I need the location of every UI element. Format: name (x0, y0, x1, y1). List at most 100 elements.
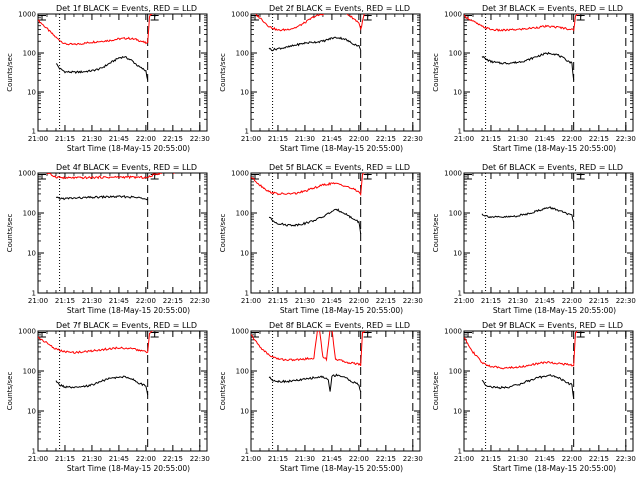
y-tick-label: 10 (453, 408, 462, 416)
y-tick-label: 1 (245, 290, 249, 298)
x-tick-label: 22:30 (190, 135, 210, 143)
x-tick-label: 22:30 (403, 135, 423, 143)
panel-title: Det 6f BLACK = Events, RED = LLD (482, 163, 623, 172)
panel-det-9: Det 9f BLACK = Events, RED = LLD Counts/s… (432, 321, 636, 473)
x-tick-label: 21:00 (28, 135, 48, 143)
x-axis-label: Start Time (18-May-15 20:55:00) (67, 144, 190, 153)
interval-marker (150, 332, 159, 338)
y-axis-label: Counts/sec (219, 53, 227, 92)
x-tick-label: 21:30 (82, 297, 102, 305)
interval-marker (363, 332, 372, 338)
plot-frame (37, 330, 208, 452)
x-tick-label: 21:15 (481, 455, 501, 463)
x-tick-label: 21:45 (109, 135, 129, 143)
y-axis-label: Counts/sec (432, 53, 440, 92)
x-axis-label: Start Time (18-May-15 20:55:00) (67, 464, 190, 473)
interval-marker (251, 15, 259, 21)
events-series-line (481, 51, 575, 81)
x-tick-label: 22:00 (136, 455, 156, 463)
x-axis-label: Start Time (18-May-15 20:55:00) (493, 464, 616, 473)
x-tick-label: 22:00 (136, 135, 156, 143)
panel-title: Det 3f BLACK = Events, RED = LLD (482, 4, 623, 13)
plot-frame (463, 172, 634, 294)
events-series-line (268, 36, 362, 52)
y-tick-label: 1 (32, 448, 36, 456)
y-tick-label: 1000 (231, 11, 249, 19)
events-series-line (481, 206, 575, 223)
y-tick-label: 10 (240, 250, 249, 258)
x-tick-label: 22:00 (349, 135, 369, 143)
x-tick-label: 22:15 (163, 455, 183, 463)
y-tick-label: 100 (236, 368, 249, 376)
y-tick-label: 100 (23, 210, 36, 218)
x-tick-label: 21:00 (454, 297, 474, 305)
interval-marker (363, 174, 372, 180)
x-tick-label: 21:00 (28, 297, 48, 305)
x-tick-label: 22:15 (163, 297, 183, 305)
x-axis-label: Start Time (18-May-15 20:55:00) (280, 144, 403, 153)
y-tick-label: 10 (27, 250, 36, 258)
y-axis-label: Counts/sec (6, 214, 14, 253)
lld-series-line (464, 14, 579, 32)
x-tick-label: 21:30 (508, 297, 528, 305)
lld-series-line (38, 14, 153, 46)
y-tick-label: 100 (236, 210, 249, 218)
x-tick-label: 21:30 (295, 455, 315, 463)
lld-series-line (38, 331, 154, 354)
panel-det-8: Det 8f BLACK = Events, RED = LLD Counts/s… (219, 321, 423, 473)
panel-title: Det 8f BLACK = Events, RED = LLD (269, 321, 410, 330)
lld-series-line (464, 331, 578, 370)
y-tick-label: 100 (23, 368, 36, 376)
y-tick-label: 100 (449, 368, 462, 376)
x-axis-label: Start Time (18-May-15 20:55:00) (493, 306, 616, 315)
x-tick-label: 21:15 (55, 135, 75, 143)
x-tick-label: 22:15 (376, 455, 396, 463)
plot-frame (37, 172, 208, 294)
x-tick-label: 21:30 (508, 135, 528, 143)
y-tick-label: 100 (236, 50, 249, 58)
x-tick-label: 22:15 (589, 135, 609, 143)
panel-det-3: Det 3f BLACK = Events, RED = LLD Counts/s… (432, 4, 636, 153)
x-tick-label: 22:30 (616, 455, 636, 463)
y-tick-label: 10 (453, 250, 462, 258)
interval-marker (150, 15, 159, 21)
y-tick-label: 1 (32, 128, 36, 136)
y-tick-label: 10 (27, 408, 36, 416)
y-tick-label: 1 (32, 290, 36, 298)
x-tick-label: 21:30 (295, 297, 315, 305)
x-tick-label: 21:45 (322, 135, 342, 143)
events-series-line (55, 194, 148, 201)
panel-title: Det 9f BLACK = Events, RED = LLD (482, 321, 623, 330)
events-series-line (55, 375, 149, 396)
lld-series-line (251, 331, 366, 367)
x-tick-label: 21:00 (454, 135, 474, 143)
x-tick-label: 21:45 (322, 455, 342, 463)
x-tick-label: 22:15 (589, 455, 609, 463)
y-axis-label: Counts/sec (219, 214, 227, 253)
y-tick-label: 1000 (231, 170, 249, 178)
x-tick-label: 21:15 (481, 135, 501, 143)
y-tick-label: 1 (245, 448, 249, 456)
x-axis-label: Start Time (18-May-15 20:55:00) (280, 464, 403, 473)
x-tick-label: 21:00 (241, 135, 261, 143)
x-tick-label: 21:00 (241, 455, 261, 463)
events-series-line (268, 208, 362, 234)
panel-det-6: Det 6f BLACK = Events, RED = LLD Counts/s… (432, 163, 636, 315)
y-tick-label: 10 (453, 89, 462, 97)
x-axis-label: Start Time (18-May-15 20:55:00) (67, 306, 190, 315)
lld-series-line (45, 173, 175, 180)
y-axis-label: Counts/sec (219, 372, 227, 411)
interval-marker (38, 174, 46, 180)
panel-title: Det 2f BLACK = Events, RED = LLD (269, 4, 410, 13)
interval-marker (464, 174, 472, 180)
interval-marker (38, 332, 46, 338)
y-tick-label: 10 (240, 89, 249, 97)
y-tick-label: 1 (458, 290, 462, 298)
y-tick-label: 1000 (18, 170, 36, 178)
interval-marker (576, 174, 585, 180)
plot-frame (37, 13, 208, 132)
x-tick-label: 21:45 (109, 297, 129, 305)
y-tick-label: 100 (23, 50, 36, 58)
x-tick-label: 22:00 (349, 297, 369, 305)
